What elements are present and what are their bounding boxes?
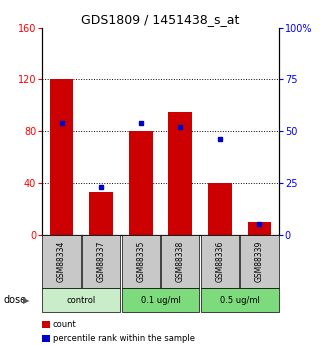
Bar [169,112,192,235]
Text: GSM88338: GSM88338 [176,241,185,282]
Bar [50,79,74,235]
Text: percentile rank within the sample: percentile rank within the sample [53,334,195,343]
Title: GDS1809 / 1451438_s_at: GDS1809 / 1451438_s_at [81,13,240,27]
Text: GSM88334: GSM88334 [57,241,66,282]
Text: GSM88335: GSM88335 [136,241,145,282]
Text: 0.1 ug/ml: 0.1 ug/ml [141,296,180,305]
Text: GSM88337: GSM88337 [97,241,106,282]
Text: ▶: ▶ [23,296,30,305]
Bar [247,222,271,235]
Text: GSM88336: GSM88336 [215,241,224,282]
Bar [89,192,113,235]
Bar [129,131,152,235]
Text: control: control [67,296,96,305]
Text: 0.5 ug/ml: 0.5 ug/ml [220,296,260,305]
Text: count: count [53,320,77,329]
Text: GSM88339: GSM88339 [255,241,264,282]
Text: dose: dose [3,295,26,305]
Bar [208,183,232,235]
